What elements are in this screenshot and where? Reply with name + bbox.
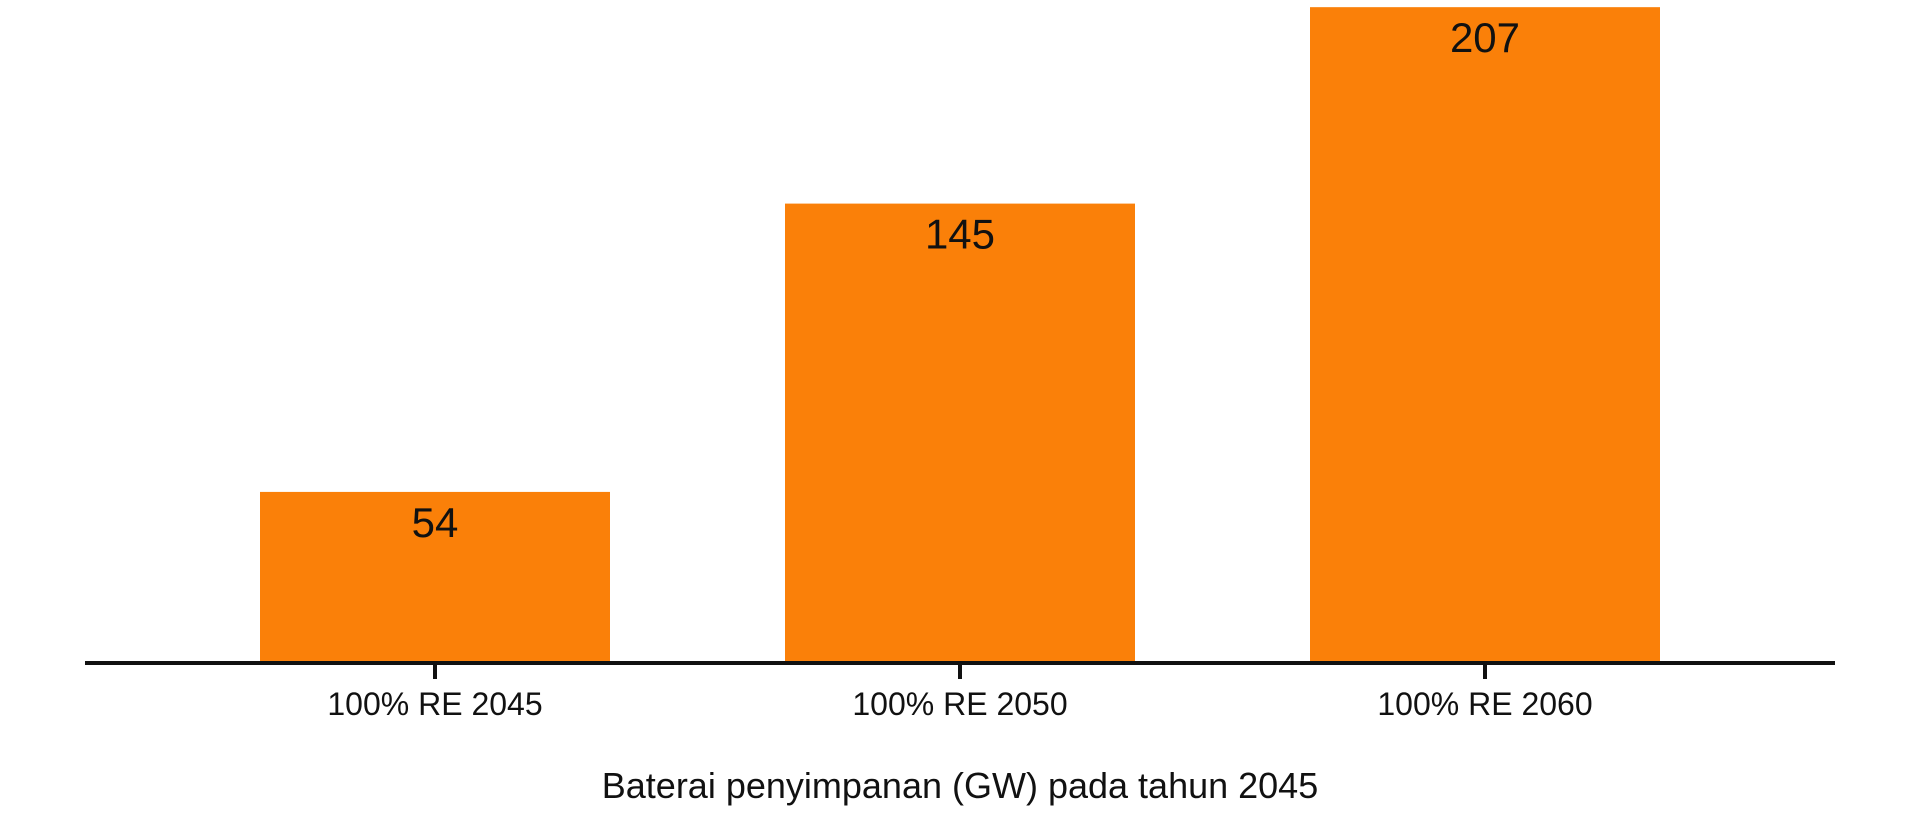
bars-layer — [260, 7, 1660, 664]
x-ticks-layer — [433, 663, 1487, 679]
bar-1 — [260, 491, 610, 663]
x-tick-labels-layer: 100% RE 2045 100% RE 2050 100% RE 2060 — [327, 686, 1592, 722]
bar-3 — [1310, 7, 1660, 663]
bar-value-label-3: 207 — [1450, 14, 1520, 61]
bar-value-label-2: 145 — [925, 211, 995, 258]
x-axis-title: Baterai penyimpanan (GW) pada tahun 2045 — [602, 765, 1318, 806]
value-labels-layer: 54 145 207 — [412, 14, 1520, 546]
bar-2 — [785, 203, 1135, 664]
bar-value-label-1: 54 — [412, 499, 459, 546]
x-tick-label-1: 100% RE 2045 — [327, 686, 542, 722]
x-tick-label-2: 100% RE 2050 — [852, 686, 1067, 722]
x-tick-label-3: 100% RE 2060 — [1377, 686, 1592, 722]
